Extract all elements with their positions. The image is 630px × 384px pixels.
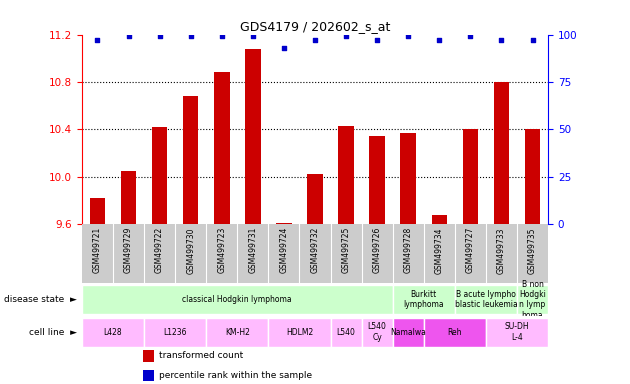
Text: GSM499725: GSM499725: [341, 227, 350, 273]
Bar: [331, 318, 362, 347]
Bar: [392, 318, 424, 347]
Bar: [486, 318, 548, 347]
Bar: [142, 350, 154, 362]
Point: [123, 33, 134, 40]
Text: L540: L540: [336, 328, 355, 337]
Point: [154, 33, 164, 40]
Point: [466, 33, 476, 40]
Title: GDS4179 / 202602_s_at: GDS4179 / 202602_s_at: [240, 20, 390, 33]
Point: [248, 33, 258, 40]
Text: GSM499731: GSM499731: [248, 227, 257, 273]
Text: GSM499723: GSM499723: [217, 227, 226, 273]
Text: HDLM2: HDLM2: [286, 328, 313, 337]
Text: GSM499735: GSM499735: [528, 227, 537, 273]
Text: B acute lympho
blastic leukemia: B acute lympho blastic leukemia: [455, 290, 517, 309]
Bar: [144, 318, 206, 347]
Bar: [142, 370, 154, 381]
Point: [372, 37, 382, 43]
Bar: [517, 285, 548, 314]
Bar: [424, 318, 486, 347]
Bar: [152, 127, 168, 224]
Text: L428: L428: [104, 328, 122, 337]
Text: GSM499732: GSM499732: [311, 227, 319, 273]
Bar: [432, 215, 447, 224]
Point: [279, 45, 289, 51]
Bar: [307, 174, 323, 224]
Text: Burkitt
lymphoma: Burkitt lymphoma: [403, 290, 444, 309]
Bar: [183, 96, 198, 224]
Text: L1236: L1236: [163, 328, 187, 337]
Text: GSM499721: GSM499721: [93, 227, 102, 273]
Text: GSM499727: GSM499727: [466, 227, 475, 273]
Point: [341, 33, 351, 40]
Text: GSM499728: GSM499728: [404, 227, 413, 273]
Text: GSM499724: GSM499724: [280, 227, 289, 273]
Bar: [455, 285, 517, 314]
Text: L540
Cy: L540 Cy: [368, 323, 387, 342]
Bar: [401, 133, 416, 224]
Point: [403, 33, 413, 40]
Text: GSM499730: GSM499730: [186, 227, 195, 273]
Text: transformed count: transformed count: [159, 351, 243, 361]
Bar: [494, 82, 509, 224]
Text: Namalwa: Namalwa: [391, 328, 426, 337]
Text: B non
Hodgki
n lymp
homa: B non Hodgki n lymp homa: [519, 280, 546, 320]
Bar: [392, 285, 455, 314]
Point: [186, 33, 196, 40]
Point: [527, 37, 537, 43]
Bar: [89, 198, 105, 224]
Bar: [268, 318, 331, 347]
Bar: [214, 73, 229, 224]
Text: KM-H2: KM-H2: [225, 328, 249, 337]
Bar: [525, 129, 541, 224]
Text: GSM499733: GSM499733: [497, 227, 506, 273]
Bar: [276, 223, 292, 224]
Bar: [121, 171, 136, 224]
Bar: [362, 318, 392, 347]
Bar: [369, 136, 385, 224]
Point: [310, 37, 320, 43]
Text: Reh: Reh: [447, 328, 462, 337]
Point: [217, 33, 227, 40]
Text: GSM499734: GSM499734: [435, 227, 444, 273]
Bar: [338, 126, 354, 224]
Bar: [82, 285, 392, 314]
Text: cell line  ►: cell line ►: [29, 328, 77, 337]
Point: [496, 37, 507, 43]
Point: [93, 37, 103, 43]
Bar: [206, 318, 268, 347]
Point: [434, 37, 444, 43]
Text: GSM499726: GSM499726: [373, 227, 382, 273]
Bar: [245, 49, 261, 224]
Text: GSM499729: GSM499729: [124, 227, 133, 273]
Text: classical Hodgkin lymphoma: classical Hodgkin lymphoma: [183, 295, 292, 304]
Text: SU-DH
L-4: SU-DH L-4: [505, 323, 529, 342]
Bar: [462, 129, 478, 224]
Text: GSM499722: GSM499722: [155, 227, 164, 273]
Text: percentile rank within the sample: percentile rank within the sample: [159, 371, 312, 380]
Text: disease state  ►: disease state ►: [4, 295, 77, 304]
Bar: [82, 318, 144, 347]
